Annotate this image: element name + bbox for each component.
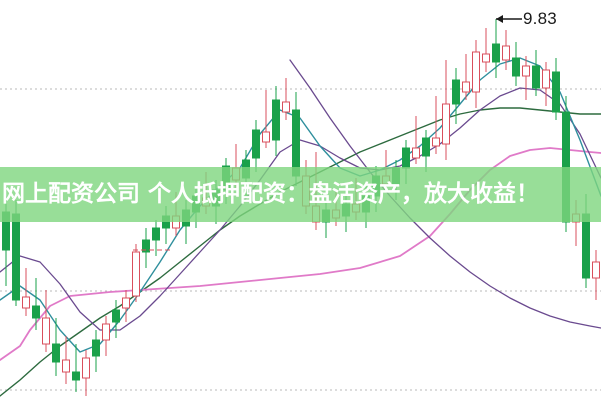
advertisement-banner-text: 网上配资公司 个人抵押配资：盘活资产，放大收益！ bbox=[2, 181, 540, 207]
advertisement-banner[interactable]: 网上配资公司 个人抵押配资：盘活资产，放大收益！ bbox=[0, 167, 601, 222]
chart-gridlines bbox=[0, 88, 601, 391]
annotation-markers bbox=[133, 15, 522, 251]
ma-line-purple-secondary bbox=[289, 59, 601, 329]
ma-line-magenta bbox=[0, 147, 601, 361]
price-annotation-label: 9.83 bbox=[523, 9, 557, 28]
